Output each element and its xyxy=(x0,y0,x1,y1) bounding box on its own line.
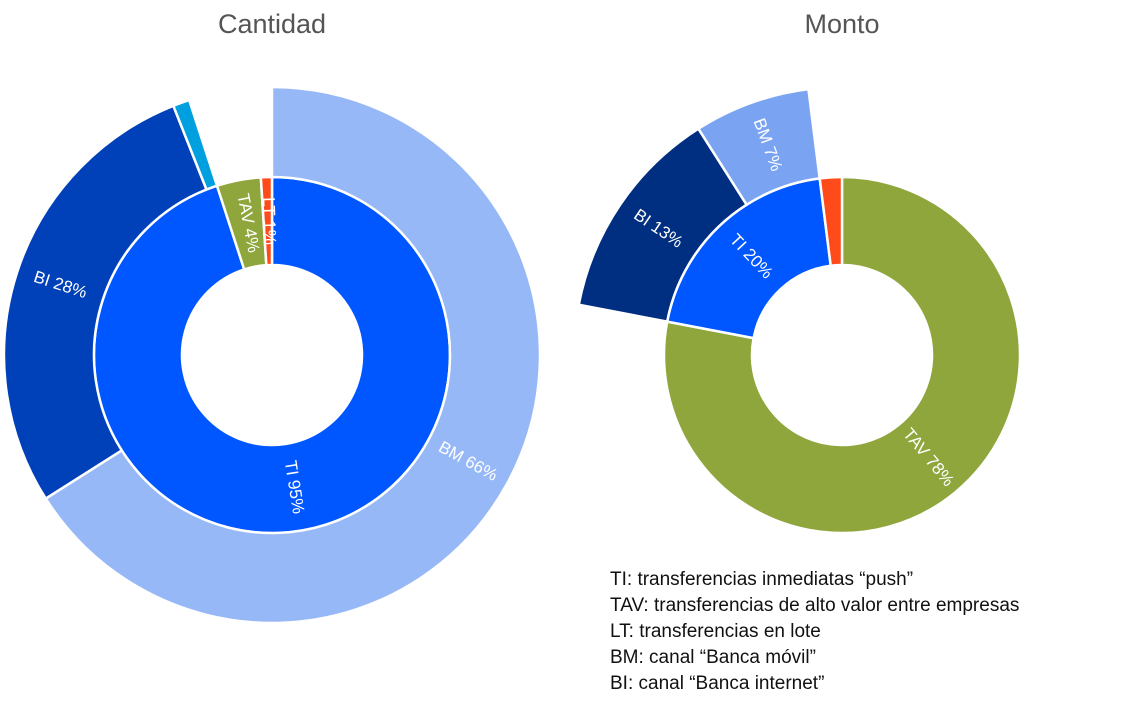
segment-label: TI 95% xyxy=(280,459,307,515)
segment-label: LT 1% xyxy=(259,197,279,245)
outer-segment xyxy=(171,98,219,192)
inner-segment xyxy=(818,175,844,268)
outer-segment xyxy=(43,85,542,625)
legend-note: BI: canal “Banca internet” xyxy=(610,673,824,694)
legend-note: TAV: transferencias de alto valor entre … xyxy=(610,595,1019,616)
segment-value: 1% xyxy=(259,220,279,245)
legend-note: TI: transferencias inmediatas “push” xyxy=(610,569,913,590)
outer-segment xyxy=(2,104,209,501)
outer-segment xyxy=(696,87,822,207)
inner-segment xyxy=(662,175,1022,535)
segment-name: BI xyxy=(31,268,52,291)
inner-segment xyxy=(259,175,274,267)
segment-name: LT xyxy=(259,197,279,216)
segment-name: TI xyxy=(280,459,301,477)
segment-value: 4% xyxy=(240,227,263,255)
legend-note: LT: transferencias en lote xyxy=(610,621,821,642)
legend-note: BM: canal “Banca móvil” xyxy=(610,647,816,668)
chart-title: Monto xyxy=(804,9,879,39)
chart-title: Cantidad xyxy=(218,9,326,39)
